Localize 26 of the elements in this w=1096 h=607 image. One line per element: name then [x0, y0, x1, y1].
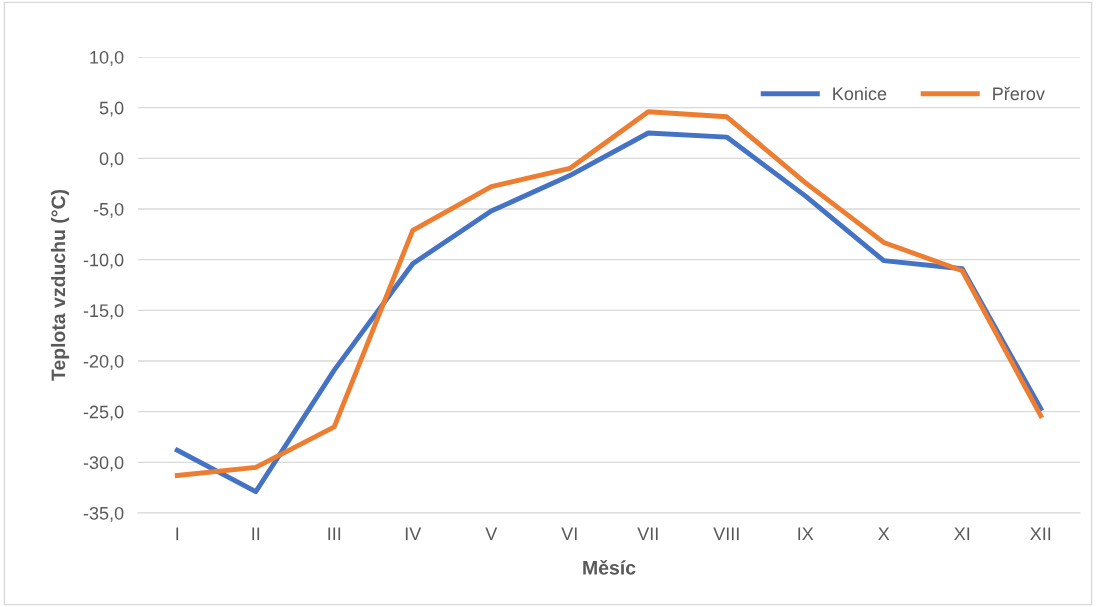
legend-label: Přerov	[993, 86, 1045, 101]
x-tick-label: VI	[561, 527, 577, 540]
x-tick-label: VIII	[713, 527, 739, 540]
x-tick-label: III	[328, 527, 341, 540]
legend-label: Konice	[833, 86, 887, 101]
y-tick-label: 10,0	[90, 50, 124, 66]
y-axis-title: Teplota vzduchu (°C)	[50, 189, 70, 381]
x-axis-title: Měsíc	[583, 559, 636, 575]
y-tick-label: -30,0	[83, 456, 124, 472]
x-tick-label: II	[252, 527, 260, 540]
y-tick-label: -20,0	[83, 354, 124, 370]
x-tick-label: VII	[637, 527, 658, 540]
x-tick-label: XI	[954, 527, 970, 540]
x-tick-label: I	[176, 527, 179, 540]
x-tick-label: IX	[798, 527, 814, 540]
y-tick-label: -35,0	[83, 506, 124, 522]
y-tick-label: -15,0	[83, 304, 124, 320]
y-tick-label: -10,0	[83, 253, 124, 269]
x-tick-label: V	[485, 527, 498, 540]
y-tick-label: 0,0	[99, 152, 124, 168]
y-tick-label: 5,0	[99, 101, 124, 117]
y-tick-label: -5,0	[93, 202, 124, 218]
y-tick-label: -25,0	[83, 405, 124, 421]
x-tick-label: IV	[405, 527, 422, 540]
x-tick-label: XII	[1030, 527, 1051, 540]
x-tick-label: X	[878, 527, 890, 540]
